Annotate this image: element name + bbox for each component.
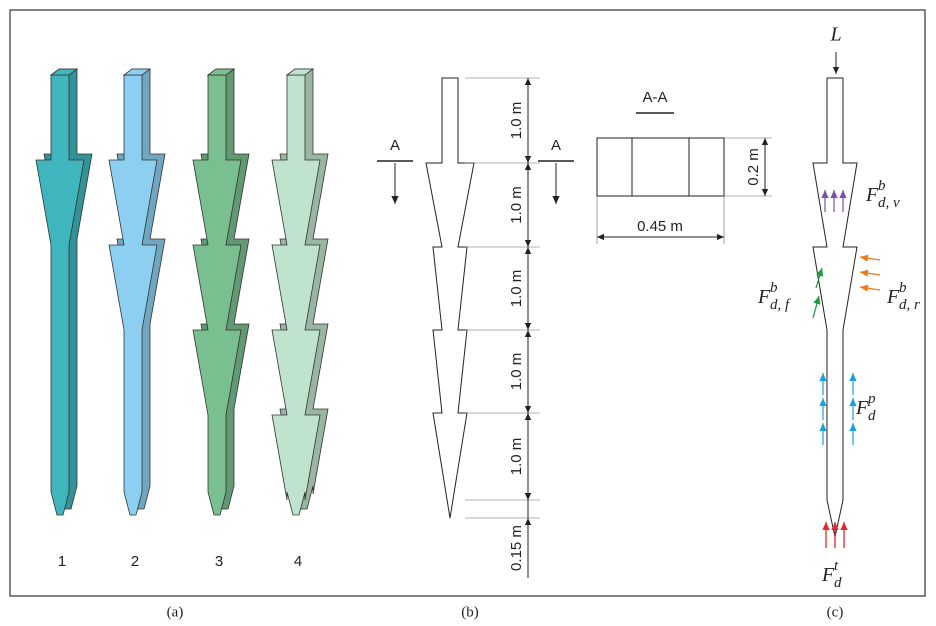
dimension-label: 0.45 m: [637, 218, 683, 235]
pile-front: [192, 74, 242, 516]
pile-top: [206, 68, 236, 76]
force-sup: b: [899, 280, 907, 296]
pile-label: 3: [215, 553, 223, 570]
arrow-head: [717, 233, 724, 241]
arrow-head: [597, 233, 604, 241]
pile-label: 1: [58, 553, 66, 570]
force-symbol: F: [865, 184, 879, 206]
section-rect: [596, 137, 725, 197]
force-sup: b: [770, 280, 778, 296]
force-label: Ft d: [821, 558, 842, 591]
arrow-head: [830, 190, 838, 198]
dimension-label: 1.0 m: [508, 353, 525, 391]
dimension-label: 1.0 m: [508, 102, 525, 140]
arrow-head: [761, 189, 769, 196]
force-sub: d, r: [899, 297, 920, 313]
force-label: Fb d, f: [757, 280, 791, 313]
arrow-head: [821, 190, 829, 198]
force-symbol: F: [821, 564, 835, 586]
force-sub: d: [868, 408, 876, 424]
arrow-head: [524, 156, 532, 163]
arrow-head: [819, 398, 827, 406]
force-sup: t: [834, 558, 839, 574]
load-label: L: [829, 24, 841, 46]
arrow-head: [832, 67, 840, 74]
pile-label: 4: [294, 553, 302, 570]
arrow-head: [524, 78, 532, 85]
caption: (c): [827, 604, 844, 620]
arrow-head: [849, 398, 857, 406]
arrow-head: [839, 190, 847, 198]
arrow-head: [831, 522, 839, 530]
dimension-label: 1.0 m: [508, 186, 525, 224]
arrow-head: [524, 323, 532, 330]
arrow-head: [524, 406, 532, 413]
force-label: Fp d: [855, 391, 876, 424]
pile-front: [271, 74, 321, 516]
pile-top: [49, 68, 79, 76]
arrow-head: [524, 493, 532, 500]
force-sup: b: [878, 178, 886, 194]
force-symbol: F: [757, 286, 771, 308]
force-label: Fb d, v: [865, 178, 900, 211]
arrow-head: [524, 163, 532, 170]
arrow-head: [524, 247, 532, 254]
arrow-head: [860, 269, 869, 277]
pile-outline: [425, 77, 475, 519]
dimension-label: 1.0 m: [508, 438, 525, 476]
arrow-head: [840, 522, 848, 530]
arrow-head: [813, 296, 821, 305]
pile-label: 2: [131, 553, 139, 570]
arrow-head: [816, 268, 824, 277]
dimension-label: 0.15 m: [508, 525, 525, 571]
frame: [9, 9, 926, 597]
caption: (b): [461, 604, 479, 620]
force-sub: d, f: [770, 297, 791, 313]
arrow-head: [822, 522, 830, 530]
force-sub: d: [834, 575, 842, 591]
dimension-label: 1.0 m: [508, 270, 525, 308]
arrow-head: [819, 373, 827, 381]
arrow-head: [524, 518, 532, 525]
section-mark: A: [390, 137, 400, 154]
arrow-head: [849, 373, 857, 381]
arrow-head: [860, 254, 869, 262]
force-symbol: F: [886, 286, 900, 308]
force-symbol: F: [855, 397, 869, 419]
arrow-head: [849, 423, 857, 431]
arrow-head: [391, 196, 399, 204]
arrow-head: [552, 196, 560, 204]
arrow-head: [524, 240, 532, 247]
force-sub: d, v: [878, 195, 900, 211]
dimension-label: 0.2 m: [745, 148, 762, 186]
pile-front: [108, 74, 158, 516]
arrow-head: [860, 284, 869, 292]
arrow-head: [524, 413, 532, 420]
caption: (a): [167, 604, 184, 620]
arrow-head: [524, 330, 532, 337]
pile-top: [285, 68, 315, 76]
force-sup: p: [867, 391, 876, 407]
pile-front: [35, 74, 85, 516]
force-label: Fb d, r: [886, 280, 920, 313]
pile-top: [122, 68, 152, 76]
arrow-head: [819, 423, 827, 431]
arrow-head: [761, 138, 769, 145]
section-title: A-A: [642, 89, 667, 106]
section-mark: A: [551, 137, 561, 154]
